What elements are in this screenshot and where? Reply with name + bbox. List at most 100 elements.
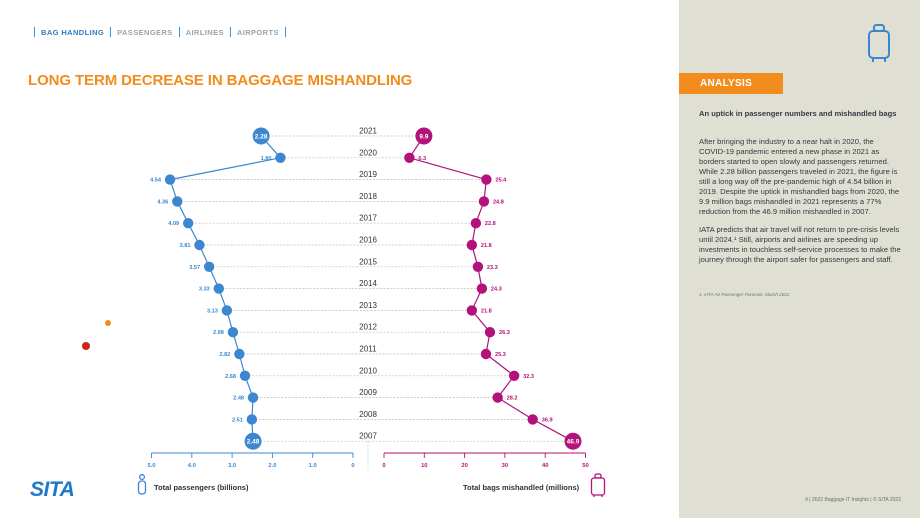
year-label: 2019 (359, 170, 377, 179)
passengers-value-label: 2.98 (213, 330, 224, 336)
tab-airports[interactable]: AIRPORTS (236, 27, 279, 37)
passengers-value-label: 3.13 (207, 308, 218, 314)
passengers-value-label: 4.54 (150, 178, 162, 184)
passengers-point (221, 305, 233, 316)
year-label: 2009 (359, 388, 377, 397)
bags-value-label: 24.8 (493, 199, 504, 205)
passengers-value-label: 4.09 (168, 221, 179, 227)
analysis-subtitle: An uptick in passenger numbers and misha… (699, 109, 897, 118)
page-title: LONG TERM DECREASE IN BAGGAGE MISHANDLIN… (28, 72, 413, 89)
year-label: 2014 (359, 279, 377, 288)
person-icon (137, 474, 147, 495)
passengers-tick-label: 0 (351, 463, 354, 469)
year-label: 2021 (359, 127, 377, 136)
passengers-tick-label: 5.0 (147, 463, 155, 469)
decorative-red-dot (82, 342, 90, 350)
bags-value-label: 26.3 (499, 330, 510, 336)
year-label: 2018 (359, 192, 377, 201)
year-label: 2015 (359, 257, 377, 266)
bags-point (484, 327, 496, 338)
passengers-tick-label: 3.0 (228, 463, 236, 469)
bags-point (404, 152, 415, 163)
bags-point (480, 348, 492, 360)
passengers-point (182, 218, 194, 229)
passengers-value-label: 3.81 (180, 243, 191, 249)
bags-tick-label: 20 (461, 463, 467, 469)
bags-tick-label: 30 (502, 463, 508, 469)
passengers-value-label: 3.33 (199, 287, 210, 293)
passengers-point (194, 239, 205, 251)
year-label: 2020 (359, 148, 377, 157)
tab-bag-handling[interactable]: BAG HANDLING (41, 27, 105, 37)
bags-value-label: 28.2 (507, 396, 518, 402)
bags-value-label: 6.3 (418, 156, 426, 162)
passengers-point (172, 196, 183, 207)
passengers-point (239, 370, 251, 381)
bags-value-label: 36.9 (542, 417, 553, 423)
analysis-paragraph: IATA predicts that air travel will not r… (699, 225, 901, 264)
passengers-value-label: 2.28 (255, 133, 268, 140)
tab-passengers[interactable]: PASSENGERS (117, 27, 173, 37)
legend-bags: Total bags mishandled (millions) (463, 483, 580, 492)
legend-passengers: Total passengers (billions) (154, 483, 249, 492)
passengers-value-label: 1.80 (261, 156, 272, 162)
bags-point (476, 283, 488, 294)
tab-airlines[interactable]: AIRLINES (185, 27, 224, 37)
passengers-tick-label: 4.0 (188, 463, 196, 469)
passengers-point (234, 348, 245, 360)
analysis-body: After bringing the industry to a near ha… (699, 137, 902, 273)
bags-value-label: 46.9 (567, 439, 580, 446)
bags-value-label: 23.3 (487, 265, 498, 271)
bags-value-label: 21.8 (481, 308, 492, 314)
bags-point (415, 127, 433, 145)
bags-tick-label: 10 (421, 463, 427, 469)
passengers-value-label: 2.48 (247, 439, 260, 446)
bags-point (478, 196, 490, 207)
passengers-point (244, 432, 262, 450)
passengers-point (247, 392, 259, 403)
decorative-orange-dot (105, 320, 111, 326)
passengers-value-label: 4.36 (157, 199, 168, 205)
passengers-value-label: 2.51 (232, 417, 243, 423)
sita-logo: SITA (30, 478, 75, 501)
year-label: 2008 (359, 410, 377, 419)
passengers-point (213, 283, 225, 294)
passengers-value-label: 3.57 (189, 265, 200, 271)
bags-value-label: 24.3 (491, 287, 502, 293)
bags-point (470, 218, 482, 229)
year-label: 2012 (359, 323, 377, 332)
bags-value-label: 25.3 (495, 352, 506, 358)
bags-tick-label: 50 (582, 463, 588, 469)
luggage-icon (590, 473, 606, 497)
page-footer: 4 | 2022 Baggage IT Insights | © SITA 20… (805, 497, 901, 503)
bags-tick-label: 40 (542, 463, 548, 469)
section-nav: BAG HANDLING PASSENGERS AIRLINES AIRPORT… (28, 27, 292, 37)
bags-tick-label: 0 (382, 463, 385, 469)
bags-value-label: 22.8 (485, 221, 496, 227)
passengers-value-label: 2.68 (225, 374, 236, 380)
passengers-point (246, 414, 258, 425)
bags-point (466, 305, 478, 316)
passengers-point (227, 327, 239, 338)
nav-separator (110, 27, 112, 37)
luggage-icon (868, 24, 890, 62)
year-label: 2017 (359, 214, 377, 223)
passengers-tick-label: 1.0 (309, 463, 317, 469)
passengers-value-label: 2.48 (233, 396, 244, 402)
nav-separator (34, 27, 35, 37)
bags-point (472, 261, 484, 272)
bags-point (564, 432, 582, 450)
butterfly-line-chart: 2021 2020 2019 2018 2017 2016 2015 2014 2013 2012… (147, 127, 589, 470)
bags-point (527, 414, 538, 425)
bags-value-label: 25.4 (495, 178, 507, 184)
passengers-point (252, 127, 270, 145)
bags-point (481, 174, 492, 185)
nav-separator (284, 27, 286, 37)
bags-value-label: 32.3 (523, 374, 534, 380)
year-label: 2010 (359, 366, 377, 375)
year-label: 2013 (359, 301, 377, 310)
bags-point (466, 239, 478, 251)
nav-separator (178, 27, 180, 37)
nav-separator (229, 27, 231, 37)
bags-point (508, 370, 520, 381)
